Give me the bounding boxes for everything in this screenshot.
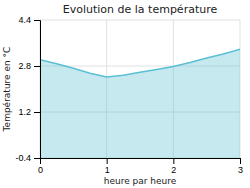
- tick-label: 3: [238, 165, 243, 175]
- tick: 0: [38, 158, 43, 175]
- tick-label: 4.4: [18, 15, 31, 25]
- axis-line: [41, 159, 241, 165]
- grid: [40, 20, 240, 158]
- tick-mark: [34, 66, 40, 67]
- line: [40, 49, 240, 77]
- tick-label: 1.2: [18, 107, 31, 117]
- y-axis: -0.4 1.2 2.8 4.4: [15, 15, 40, 163]
- tick: 3: [238, 158, 243, 175]
- x-axis-title: heure par heure: [104, 176, 177, 186]
- tick: 2: [171, 158, 176, 175]
- y-axis-title: Température en °C: [2, 47, 12, 133]
- marks: [40, 49, 240, 158]
- tick-label: -0.4: [15, 153, 31, 163]
- tick: 1: [105, 158, 110, 175]
- tick-mark: [34, 158, 40, 159]
- x-axis: 0 1 2 3: [38, 158, 243, 175]
- tick: 4.4: [18, 15, 40, 25]
- tick-mark: [34, 112, 40, 113]
- tick-label: 2.8: [18, 61, 31, 71]
- tick-label: 1: [105, 165, 110, 175]
- tick-mark: [34, 20, 40, 21]
- tick-mark: [107, 158, 108, 164]
- chart: 0 1 2 3 -0.4 1.2 2.8 4.4 Evolution de la tempéra…: [0, 0, 250, 188]
- tick-mark: [240, 158, 241, 164]
- title: Evolution de la température: [63, 3, 218, 16]
- axis-line: [34, 21, 41, 159]
- grid-line: [40, 20, 240, 21]
- tick: 2.8: [18, 61, 40, 71]
- tick-label: 2: [171, 165, 176, 175]
- tick-label: 0: [38, 165, 43, 175]
- area: [40, 49, 240, 158]
- tick: 1.2: [18, 107, 40, 117]
- tick-mark: [173, 158, 174, 164]
- plot: 0 1 2 3 -0.4 1.2 2.8 4.4: [15, 15, 243, 175]
- tick: -0.4: [15, 153, 40, 163]
